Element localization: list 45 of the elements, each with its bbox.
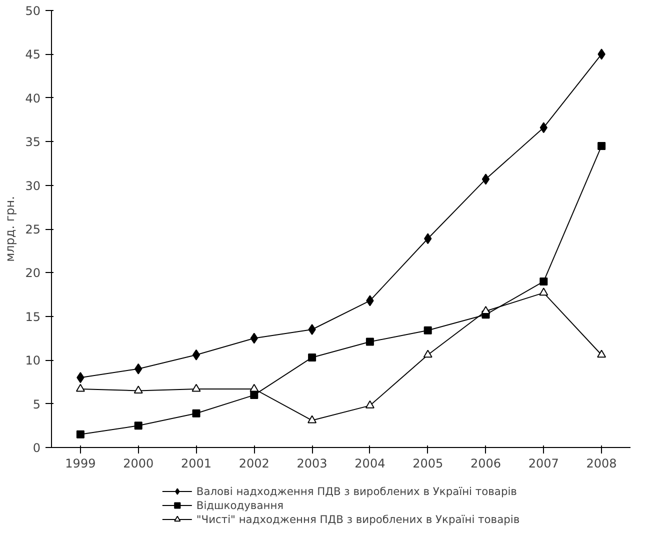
x-tick-label: 2002: [238, 456, 270, 470]
y-axis-title: млрд. грн.: [3, 196, 18, 262]
y-tick-label: 10: [25, 354, 41, 368]
x-tick-label: 2006: [470, 456, 502, 470]
point: [481, 306, 490, 314]
legend-label: Відшкодування: [196, 498, 284, 512]
x-tick-label: 2004: [354, 456, 386, 470]
point: [308, 353, 316, 362]
point: [76, 430, 84, 438]
x-tick-label: 2000: [123, 456, 154, 470]
y-tick-label: 5: [32, 397, 41, 412]
point: [366, 338, 374, 346]
point: [365, 400, 374, 408]
point: [250, 384, 259, 392]
x-tick-label: 2003: [296, 456, 328, 470]
legend-label: Валові надходження ПДВ з вироблених в Україні товарів: [196, 484, 517, 498]
point: [134, 422, 142, 430]
point: [134, 386, 143, 394]
y-tick-label: 30: [25, 178, 41, 193]
point: [192, 409, 200, 418]
point: [308, 415, 317, 424]
point: [598, 142, 606, 150]
y-tick-label: 20: [25, 266, 41, 280]
y-tick-label: 50: [25, 4, 41, 18]
point: [597, 350, 606, 358]
point: [424, 326, 432, 334]
x-tick-label: 2007: [528, 456, 559, 470]
y-tick-label: 25: [25, 222, 41, 236]
y-tick-label: 15: [25, 310, 41, 324]
x-tick-label: 1999: [65, 456, 96, 470]
point: [192, 384, 201, 392]
y-tick-label: 45: [25, 48, 41, 62]
point: [423, 350, 432, 358]
x-tick-label: 2008: [586, 456, 617, 470]
y-tick-label: 40: [25, 91, 41, 106]
x-tick-label: 2001: [180, 456, 212, 470]
point: [482, 174, 490, 185]
point: [539, 288, 548, 296]
legend-label: "Чисті" надходження ПДВ з вироблених в Україні товарів: [196, 512, 520, 526]
y-tick-label: 35: [25, 135, 41, 150]
point: [192, 349, 200, 360]
point: [540, 277, 548, 286]
y-tick-label: 0: [32, 441, 41, 455]
point: [76, 384, 85, 392]
x-tick-label: 2005: [412, 456, 444, 470]
